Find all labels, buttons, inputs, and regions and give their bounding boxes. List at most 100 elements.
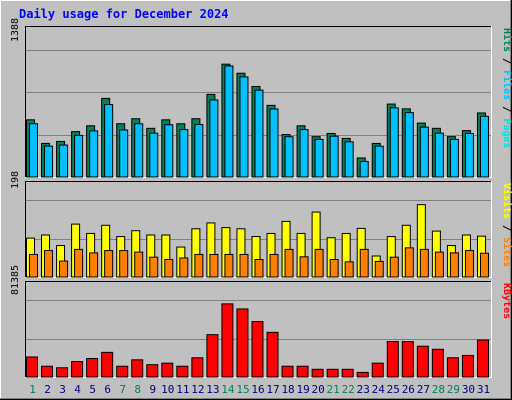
x-tick-label-day-7: 7 (119, 383, 126, 396)
bar-kbytes-day-24 (371, 362, 384, 378)
x-tick-label-day-14: 14 (221, 383, 235, 396)
x-tick-label-day-21: 21 (327, 383, 340, 396)
bar-files-day-4 (74, 134, 84, 178)
bar-files-day-5 (89, 130, 99, 178)
bar-kbytes-day-1 (26, 356, 38, 378)
bar-sites-day-25 (389, 256, 399, 278)
bar-kbytes-day-23 (356, 371, 369, 378)
legend-visits: Visits (501, 183, 512, 219)
bar-sites-day-14 (224, 253, 234, 278)
x-tick-label-day-22: 22 (342, 383, 355, 396)
bar-sites-day-23 (359, 248, 369, 278)
bar-kbytes-day-14 (221, 303, 234, 378)
bar-kbytes-day-12 (191, 357, 204, 378)
traffic-legend-separator: / (501, 100, 512, 118)
bar-kbytes-day-2 (41, 365, 54, 378)
bar-sites-day-7 (119, 250, 129, 278)
bar-kbytes-day-15 (236, 308, 249, 378)
bar-sites-day-2 (44, 250, 54, 278)
bar-sites-day-20 (314, 248, 324, 278)
bar-files-day-27 (419, 126, 429, 178)
bar-sites-day-24 (374, 260, 384, 278)
bar-sites-day-27 (419, 248, 429, 278)
bar-kbytes-day-22 (341, 368, 354, 378)
x-tick-label-day-17: 17 (266, 383, 279, 396)
bar-sites-day-22 (344, 261, 354, 278)
x-tick-label-day-3: 3 (59, 383, 66, 396)
x-axis-tick-labels: 1 2 3 4 5 6 7 8 9 10 11 12 13 14 15 16 17 18 19 20 21 22 23 24 2… (29, 383, 490, 396)
bar-kbytes-day-13 (206, 334, 219, 378)
x-tick-label-day-8: 8 (134, 383, 141, 396)
bar-kbytes-day-4 (71, 361, 84, 378)
visitors-panel: 198 Visits / Sites (10, 171, 512, 278)
bar-sites-day-11 (179, 257, 189, 278)
bar-files-day-25 (389, 107, 399, 178)
bar-files-day-29 (449, 138, 459, 178)
x-tick-label-day-30: 30 (462, 383, 475, 396)
bar-sites-day-15 (239, 253, 249, 278)
bar-kbytes-day-3 (56, 367, 69, 378)
bar-files-day-22 (344, 141, 354, 178)
bar-files-day-23 (359, 160, 369, 178)
x-tick-label-day-27: 27 (417, 383, 430, 396)
bar-files-day-24 (374, 145, 384, 178)
bar-sites-day-16 (254, 259, 264, 278)
visitors-legend: Visits / Sites (501, 183, 512, 267)
bar-files-day-12 (194, 123, 204, 178)
bar-sites-day-31 (479, 252, 489, 278)
bar-files-day-18 (284, 136, 294, 178)
bar-files-day-11 (179, 129, 189, 178)
bar-files-day-30 (464, 132, 474, 178)
bar-files-day-28 (434, 132, 444, 178)
bar-files-day-16 (254, 89, 264, 178)
bar-sites-day-21 (329, 259, 339, 278)
bar-sites-day-29 (449, 252, 459, 278)
kbytes-panel: 81385 KBytes (10, 265, 512, 378)
bar-files-day-19 (299, 129, 309, 178)
traffic-panel: 1388 Hits / Files / Pages (10, 18, 512, 178)
bar-kbytes-day-20 (311, 368, 324, 378)
bar-files-day-10 (164, 124, 174, 178)
bar-kbytes-day-18 (281, 365, 294, 378)
bar-files-day-26 (404, 112, 414, 178)
bar-sites-day-28 (434, 251, 444, 278)
x-tick-label-day-4: 4 (74, 383, 81, 396)
traffic-legend-separator: / (501, 52, 512, 70)
bar-files-day-17 (269, 108, 279, 178)
bar-kbytes-day-9 (146, 364, 159, 378)
x-tick-label-day-1: 1 (29, 383, 36, 396)
bar-files-day-31 (479, 115, 489, 178)
visitors-legend-separator: / (501, 219, 512, 237)
x-tick-label-day-12: 12 (191, 383, 204, 396)
bar-sites-day-1 (29, 253, 38, 278)
bar-files-day-6 (104, 104, 114, 178)
bar-kbytes-day-6 (101, 351, 114, 378)
bar-files-day-20 (314, 138, 324, 178)
x-tick-label-day-20: 20 (312, 383, 325, 396)
kbytes-legend: KBytes (501, 283, 512, 319)
x-tick-label-day-25: 25 (387, 383, 400, 396)
bar-kbytes-day-8 (131, 359, 144, 378)
bar-files-day-15 (239, 76, 249, 178)
bar-files-day-13 (209, 99, 219, 178)
bar-sites-day-6 (104, 250, 114, 278)
bar-sites-day-9 (149, 256, 159, 278)
bar-sites-day-18 (284, 248, 294, 278)
bar-sites-day-5 (89, 252, 99, 278)
bar-sites-day-3 (59, 260, 69, 278)
bar-sites-day-8 (134, 251, 144, 278)
bar-kbytes-day-11 (176, 365, 189, 378)
bar-files-day-21 (329, 135, 339, 178)
chart-panels: 1388 Hits / Files / Pages 198 Visits / Site… (10, 18, 512, 378)
x-tick-label-day-13: 13 (206, 383, 219, 396)
bar-kbytes-day-17 (266, 331, 279, 378)
visitors-max-label: 198 (10, 171, 21, 189)
bar-files-day-9 (149, 132, 159, 178)
bar-kbytes-day-7 (116, 365, 129, 378)
bar-kbytes-day-30 (461, 354, 474, 378)
bar-sites-day-12 (194, 253, 204, 278)
bar-sites-day-17 (269, 253, 279, 278)
bar-sites-day-13 (209, 253, 219, 278)
bar-kbytes-day-19 (296, 365, 309, 378)
bar-files-day-1 (29, 123, 38, 178)
